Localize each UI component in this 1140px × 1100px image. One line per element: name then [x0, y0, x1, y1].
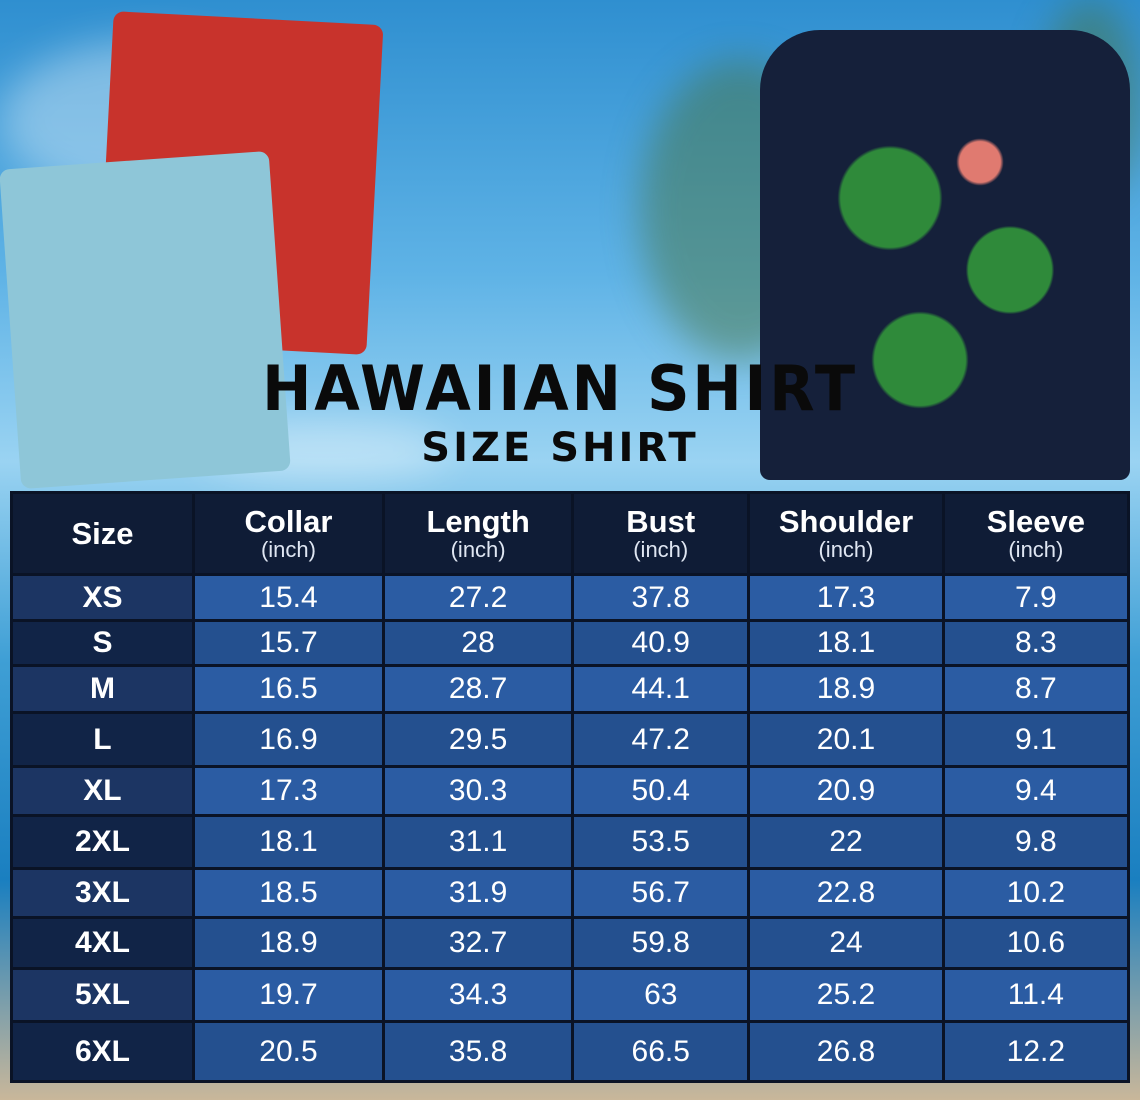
table-row: 6XL 20.5 35.8 66.5 26.8 12.2: [10, 1020, 1131, 1083]
column-header-sleeve: Sleeve (inch): [941, 491, 1131, 576]
measurement-cell: 31.1: [381, 814, 575, 870]
column-label: Length: [426, 504, 530, 539]
column-header-collar: Collar (inch): [191, 491, 386, 576]
measurement-cell: 12.2: [941, 1020, 1131, 1083]
table-row: S 15.7 28 40.9 18.1 8.3: [10, 619, 1131, 667]
column-label: Collar: [244, 504, 333, 539]
size-cell: XS: [10, 573, 195, 622]
measurement-cell: 31.9: [381, 867, 575, 919]
measurement-cell: 22: [747, 814, 945, 870]
measurement-cell: 59.8: [571, 916, 751, 970]
measurement-cell: 56.7: [571, 867, 751, 919]
measurement-cell: 28.7: [381, 664, 575, 714]
measurement-cell: 28: [381, 619, 575, 667]
measurement-cell: 20.9: [747, 765, 945, 817]
measurement-cell: 37.8: [571, 573, 751, 622]
table-row: L 16.9 29.5 47.2 20.1 9.1: [10, 711, 1131, 768]
column-header-size: Size: [10, 491, 195, 576]
measurement-cell: 22.8: [747, 867, 945, 919]
measurement-cell: 34.3: [381, 967, 575, 1023]
size-cell: 5XL: [10, 967, 195, 1023]
page-title: HAWAIIAN SHIRT: [262, 352, 858, 425]
measurement-cell: 18.1: [747, 619, 945, 667]
measurement-cell: 32.7: [381, 916, 575, 970]
size-cell: 2XL: [10, 814, 195, 870]
measurement-cell: 19.7: [191, 967, 386, 1023]
measurement-cell: 24: [747, 916, 945, 970]
table-row: M 16.5 28.7 44.1 18.9 8.7: [10, 664, 1131, 714]
measurement-cell: 18.9: [747, 664, 945, 714]
table-header-row: Size Collar (inch) Length (inch) Bust (inch) Sh…: [10, 491, 1131, 576]
size-cell: 6XL: [10, 1020, 195, 1083]
column-header-length: Length (inch): [381, 491, 575, 576]
table-row: 2XL 18.1 31.1 53.5 22 9.8: [10, 814, 1131, 870]
column-label: Bust: [626, 504, 696, 539]
measurement-cell: 50.4: [571, 765, 751, 817]
measurement-cell: 27.2: [381, 573, 575, 622]
table-row: 5XL 19.7 34.3 63 25.2 11.4: [10, 967, 1131, 1023]
measurement-cell: 11.4: [941, 967, 1131, 1023]
measurement-cell: 18.1: [191, 814, 386, 870]
measurement-cell: 26.8: [747, 1020, 945, 1083]
measurement-cell: 35.8: [381, 1020, 575, 1083]
measurement-cell: 15.7: [191, 619, 386, 667]
measurement-cell: 66.5: [571, 1020, 751, 1083]
measurement-cell: 16.9: [191, 711, 386, 768]
measurement-cell: 10.2: [941, 867, 1131, 919]
measurement-cell: 18.5: [191, 867, 386, 919]
size-cell: S: [10, 619, 195, 667]
table-row: 3XL 18.5 31.9 56.7 22.8 10.2: [10, 867, 1131, 919]
table-row: 4XL 18.9 32.7 59.8 24 10.6: [10, 916, 1131, 970]
size-cell: 4XL: [10, 916, 195, 970]
measurement-cell: 30.3: [381, 765, 575, 817]
size-cell: 3XL: [10, 867, 195, 919]
measurement-cell: 17.3: [191, 765, 386, 817]
size-cell: L: [10, 711, 195, 768]
measurement-cell: 47.2: [571, 711, 751, 768]
measurement-cell: 18.9: [191, 916, 386, 970]
size-chart-table: Size Collar (inch) Length (inch) Bust (inch) Sh…: [10, 491, 1131, 1083]
measurement-cell: 10.6: [941, 916, 1131, 970]
measurement-cell: 9.8: [941, 814, 1131, 870]
measurement-cell: 29.5: [381, 711, 575, 768]
measurement-cell: 53.5: [571, 814, 751, 870]
column-label: Size: [71, 516, 134, 551]
column-unit: (inch): [260, 537, 316, 562]
column-label: Shoulder: [778, 504, 914, 539]
measurement-cell: 63: [571, 967, 751, 1023]
measurement-cell: 20.1: [747, 711, 945, 768]
column-unit: (inch): [1008, 537, 1064, 562]
measurement-cell: 8.3: [941, 619, 1131, 667]
measurement-cell: 9.4: [941, 765, 1131, 817]
measurement-cell: 17.3: [747, 573, 945, 622]
measurement-cell: 20.5: [191, 1020, 386, 1083]
size-cell: XL: [10, 765, 195, 817]
measurement-cell: 7.9: [941, 573, 1131, 622]
measurement-cell: 16.5: [191, 664, 386, 714]
measurement-cell: 40.9: [571, 619, 751, 667]
column-header-bust: Bust (inch): [571, 491, 751, 576]
column-label: Sleeve: [986, 504, 1085, 539]
measurement-cell: 15.4: [191, 573, 386, 622]
page-subtitle: SIZE SHIRT: [421, 425, 699, 471]
size-cell: M: [10, 664, 195, 714]
measurement-cell: 44.1: [571, 664, 751, 714]
column-unit: (inch): [450, 537, 506, 562]
measurement-cell: 25.2: [747, 967, 945, 1023]
measurement-cell: 9.1: [941, 711, 1131, 768]
column-header-shoulder: Shoulder (inch): [747, 491, 945, 576]
shirt-pattern: [800, 90, 1100, 450]
table-row: XS 15.4 27.2 37.8 17.3 7.9: [10, 573, 1131, 622]
measurement-cell: 8.7: [941, 664, 1131, 714]
table-row: XL 17.3 30.3 50.4 20.9 9.4: [10, 765, 1131, 817]
column-unit: (inch): [818, 537, 874, 562]
column-unit: (inch): [633, 537, 689, 562]
